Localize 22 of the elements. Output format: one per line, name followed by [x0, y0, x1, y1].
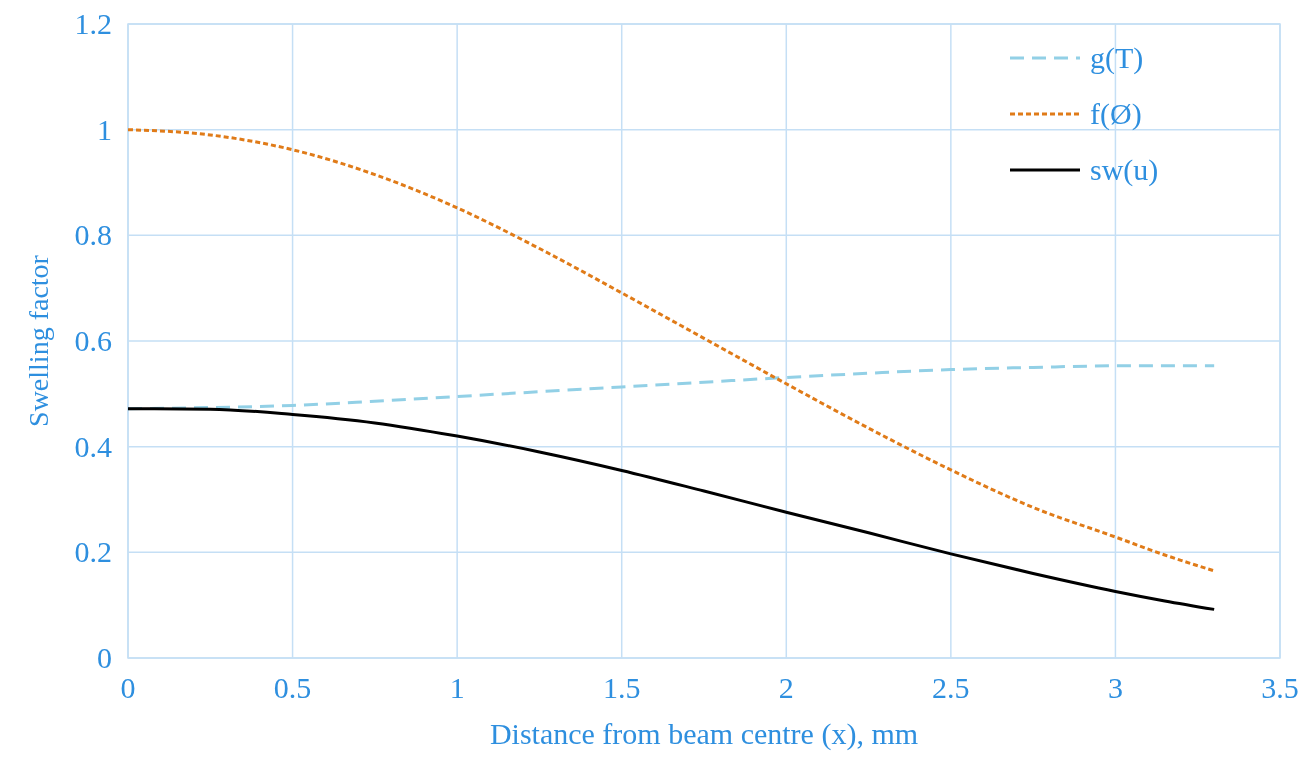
x-tick-label: 0	[120, 671, 136, 704]
y-tick-label: 1	[97, 112, 112, 146]
x-tick-label: 1.5	[602, 671, 641, 704]
x-tick-label: 1	[449, 671, 465, 704]
legend-label: g(T)	[1090, 41, 1144, 75]
y-tick-label: 0.8	[74, 218, 112, 252]
x-tick-label: 3.5	[1261, 671, 1299, 704]
x-tick-label: 2	[778, 671, 794, 704]
x-tick-label: 0.5	[273, 671, 312, 704]
y-tick-label: 1.2	[74, 7, 112, 40]
line-series	[126, 128, 1216, 573]
x-tick-label: 3	[1107, 671, 1123, 704]
line-series	[126, 407, 1216, 611]
legend-label: sw(u)	[1090, 153, 1159, 187]
x-axis-title: Distance from beam centre (x), mm	[489, 717, 919, 751]
legend-label: f(Ø)	[1090, 97, 1142, 131]
y-tick-label: 0	[97, 641, 112, 674]
y-axis-title: Swelling factor	[23, 254, 54, 427]
y-tick-label: 0.4	[74, 429, 112, 463]
y-tick-label: 0.2	[74, 535, 112, 569]
y-tick-label: 0.6	[74, 324, 112, 357]
x-tick-label: 2.5	[932, 671, 970, 704]
